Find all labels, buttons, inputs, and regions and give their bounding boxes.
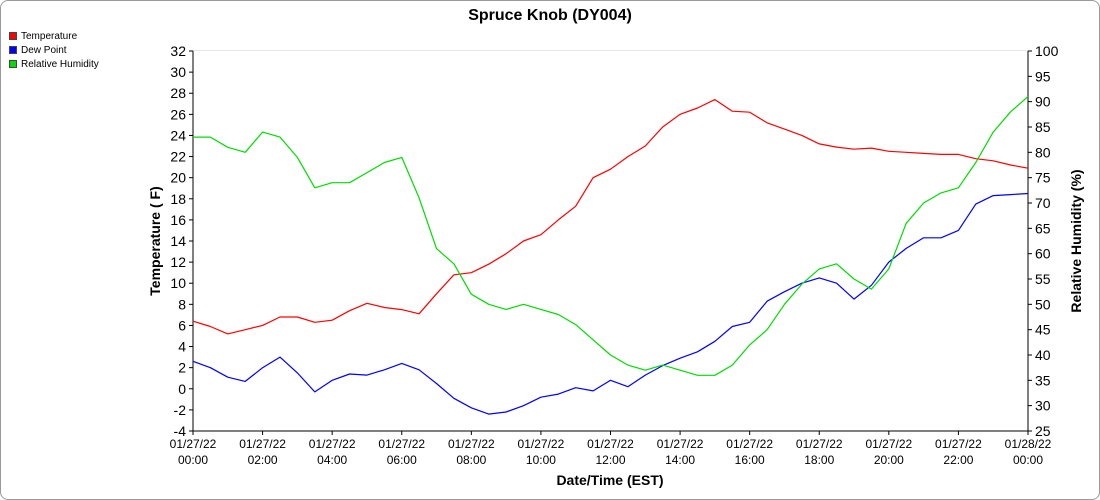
x-tick-label-time: 20:00 [874,453,904,467]
left-tick-label: 4 [178,339,186,355]
series-line-relative-humidity [193,96,1029,376]
chart-title: Spruce Knob (DY004) [468,7,632,24]
right-tick-label: 40 [1035,347,1051,363]
right-tick-label: 60 [1035,246,1051,262]
right-tick-label: 25 [1035,423,1051,439]
x-tick-label-time: 00:00 [1013,453,1043,467]
x-tick-label-time: 00:00 [178,453,208,467]
legend-label-temperature: Temperature [21,30,78,42]
left-tick-label: 2 [178,360,186,376]
left-tick-label: 28 [170,85,186,101]
left-tick-label: -4 [174,423,187,439]
right-tick-label: 55 [1035,271,1051,287]
right-tick-label: 85 [1035,119,1051,135]
right-axis-label: Relative Humidity (%) [1068,169,1084,312]
right-tick-label: 90 [1035,94,1051,110]
right-tick-label: 30 [1035,398,1051,414]
x-tick-label-time: 04:00 [317,453,347,467]
left-tick-label: 0 [178,381,186,397]
right-tick-label: 75 [1035,170,1051,186]
right-tick-label: 70 [1035,195,1051,211]
left-tick-label: 32 [170,43,186,59]
x-tick-label-date: 01/27/22 [309,437,356,451]
series-line-dew-point [192,192,1029,415]
left-axis-label: Temperature ( F) [147,186,163,295]
right-tick-label: 100 [1035,43,1059,59]
right-axis: 25 30 35 40 45 50 55 60 65 70 75 80 85 90 95 100 [1028,43,1059,439]
x-tick-label-time: 10:00 [526,453,556,467]
x-tick-label-date: 01/27/22 [518,437,565,451]
left-tick-label: -2 [174,402,187,418]
legend: Temperature Dew Point Relative Humidity [9,29,99,71]
left-tick-label: 26 [170,106,186,122]
left-tick-label: 24 [170,127,186,143]
x-tick-label-date: 01/28/22 [1005,437,1052,451]
legend-label-dew-point: Dew Point [21,44,67,56]
x-axis-label: Date/Time (EST) [556,472,663,488]
left-tick-label: 20 [170,170,186,186]
legend-swatch-dew-point [9,46,17,54]
legend-swatch-temperature [9,32,17,40]
x-tick-label-date: 01/27/22 [657,437,704,451]
x-tick-label-date: 01/27/22 [378,437,425,451]
left-tick-label: 14 [170,233,186,249]
x-tick-label-time: 12:00 [595,453,625,467]
x-tick-label-time: 06:00 [387,453,417,467]
legend-item-dew-point: Dew Point [9,43,99,57]
legend-item-temperature: Temperature [9,29,99,43]
left-tick-label: 22 [170,149,186,165]
x-tick-label-date: 01/27/22 [170,437,217,451]
x-tick-label-time: 08:00 [456,453,486,467]
legend-swatch-relative-humidity [9,60,17,68]
left-tick-label: 8 [178,296,186,312]
left-tick-label: 18 [170,191,186,207]
x-tick-label-date: 01/27/22 [865,437,912,451]
x-tick-label-date: 01/27/22 [935,437,982,451]
x-tick-label-date: 01/27/22 [726,437,773,451]
legend-item-relative-humidity: Relative Humidity [9,57,99,71]
x-tick-label-date: 01/27/22 [587,437,634,451]
x-tick-label-time: 16:00 [735,453,765,467]
right-tick-label: 65 [1035,220,1051,236]
x-axis: 01/27/22 00:00 01/27/22 02:00 01/27/22 04:00 0… [170,431,1052,467]
left-tick-label: 6 [178,317,186,333]
x-tick-label-date: 01/27/22 [239,437,286,451]
plot-area [192,51,1029,432]
x-tick-label-time: 22:00 [943,453,973,467]
x-tick-label-date: 01/27/22 [448,437,495,451]
legend-label-relative-humidity: Relative Humidity [21,58,99,70]
left-tick-label: 16 [170,212,186,228]
x-tick-label-time: 18:00 [804,453,834,467]
right-tick-label: 80 [1035,144,1051,160]
right-tick-label: 35 [1035,372,1051,388]
right-tick-label: 45 [1035,322,1051,338]
x-tick-label-time: 14:00 [665,453,695,467]
right-tick-label: 95 [1035,68,1051,84]
right-tick-label: 50 [1035,296,1051,312]
plot-background [193,51,1028,431]
x-tick-label-time: 02:00 [248,453,278,467]
left-tick-label: 12 [170,254,186,270]
series-line-temperature [192,98,1029,335]
left-tick-label: 10 [170,275,186,291]
left-tick-label: 30 [170,64,186,80]
series-layer [192,96,1029,415]
x-tick-label-date: 01/27/22 [796,437,843,451]
